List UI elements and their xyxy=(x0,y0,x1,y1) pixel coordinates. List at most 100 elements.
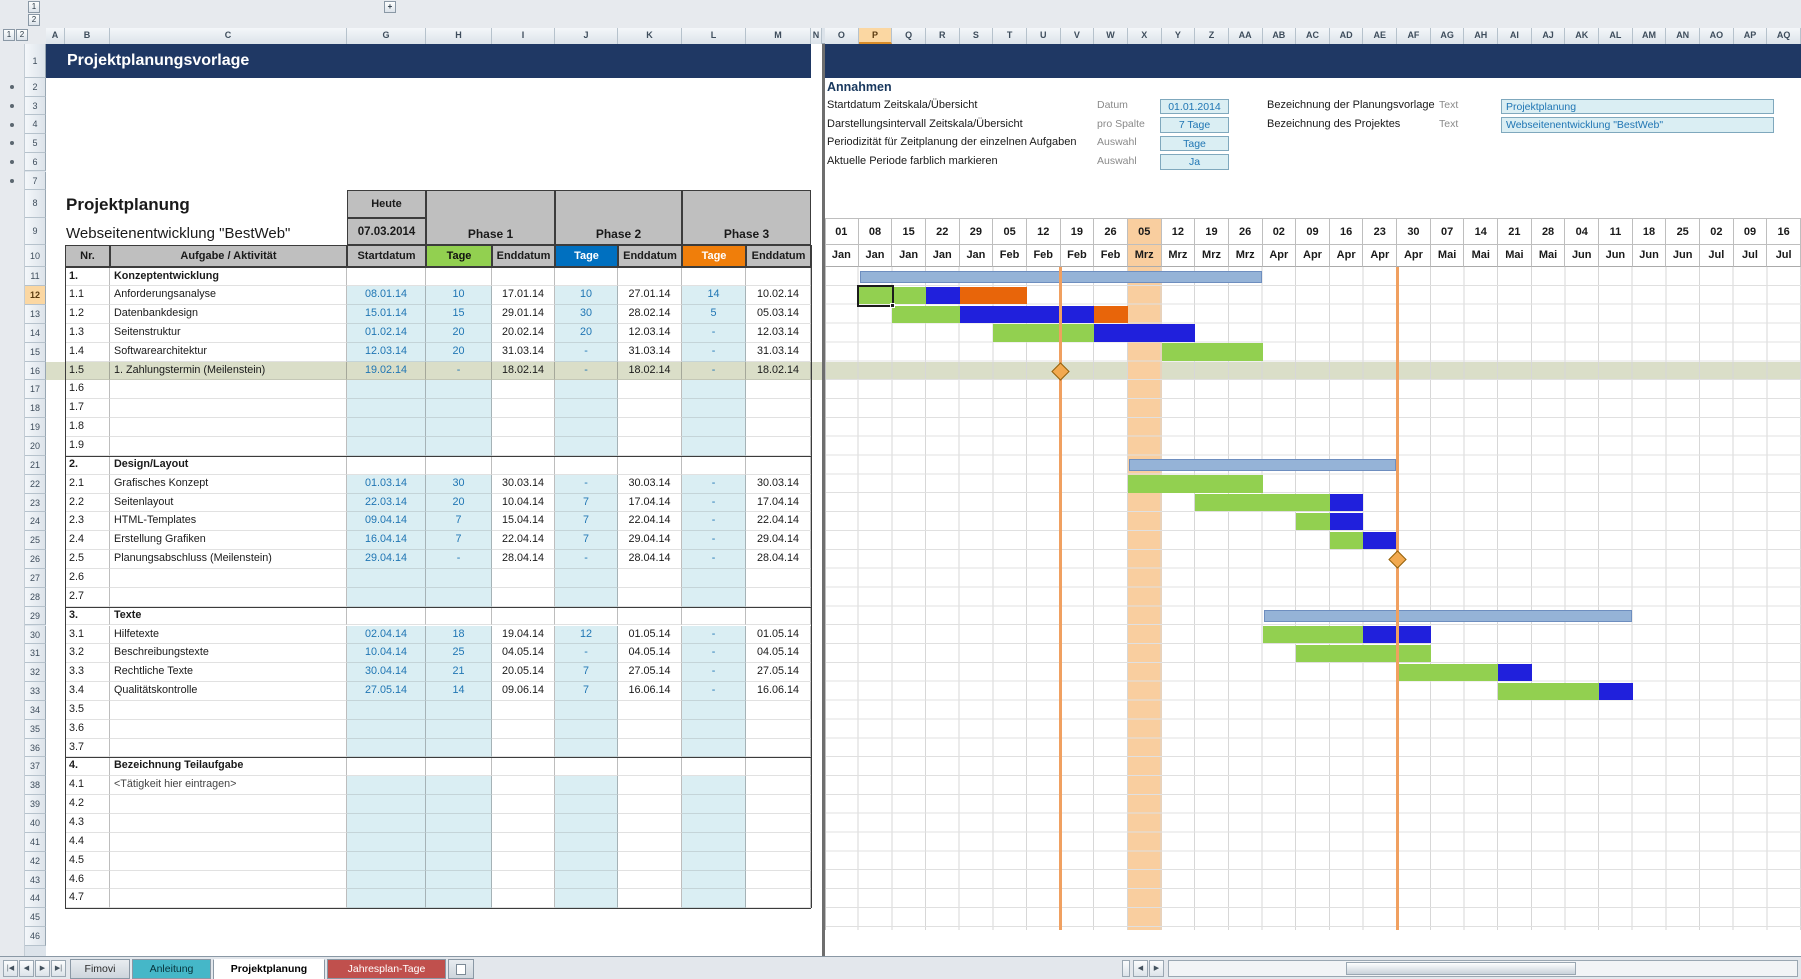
table-cell-M[interactable]: 22.04.14 xyxy=(746,512,811,532)
table-cell-H[interactable]: 7 xyxy=(426,512,492,532)
table-cell-B[interactable]: 1.3 xyxy=(65,323,110,343)
horizontal-scrollbar[interactable] xyxy=(1168,960,1798,977)
table-cell-C[interactable] xyxy=(110,719,347,739)
table-cell-H[interactable]: 10 xyxy=(426,286,492,306)
gantt-phase1-bar[interactable] xyxy=(993,324,1095,342)
column-header-N[interactable]: N xyxy=(811,28,822,44)
table-cell-C[interactable]: Seitenlayout xyxy=(110,493,347,513)
table-cell-K[interactable]: 27.05.14 xyxy=(618,663,682,683)
column-header-W[interactable]: W xyxy=(1094,28,1128,44)
column-header-B[interactable]: B xyxy=(65,28,110,44)
column-outline-level-2-button[interactable]: 2 xyxy=(28,14,40,26)
table-cell-B[interactable]: 1.9 xyxy=(65,437,110,456)
table-cell-K[interactable]: 30.03.14 xyxy=(618,474,682,494)
table-cell-M[interactable] xyxy=(746,399,811,419)
table-cell-I[interactable] xyxy=(492,700,555,720)
table-cell-L[interactable] xyxy=(682,851,746,871)
table-cell-C[interactable]: Hilfetexte xyxy=(110,625,347,645)
row-outline-level-2-button[interactable]: 2 xyxy=(16,29,28,41)
table-cell-C[interactable]: Qualitätskontrolle xyxy=(110,682,347,701)
table-cell-B[interactable]: 4. xyxy=(65,757,110,777)
row-header-20[interactable]: 20 xyxy=(25,437,46,456)
column-header-AL[interactable]: AL xyxy=(1599,28,1633,44)
table-cell-H[interactable] xyxy=(426,437,492,456)
table-cell-I[interactable] xyxy=(492,795,555,814)
table-cell-J[interactable]: 20 xyxy=(555,323,618,343)
table-cell-K[interactable] xyxy=(618,814,682,833)
table-cell-G[interactable] xyxy=(347,795,426,814)
table-cell-M[interactable] xyxy=(746,380,811,400)
table-cell-K[interactable] xyxy=(618,738,682,758)
table-cell-J[interactable] xyxy=(555,267,618,287)
row-header-36[interactable]: 36 xyxy=(25,738,46,758)
assumption-input-intervall[interactable]: 7 Tage xyxy=(1160,117,1229,133)
row-header-4[interactable]: 4 xyxy=(25,115,46,135)
table-cell-K[interactable] xyxy=(618,719,682,739)
row-header-7[interactable]: 7 xyxy=(25,171,46,191)
table-cell-I[interactable]: 20.05.14 xyxy=(492,663,555,683)
row-header-22[interactable]: 22 xyxy=(25,474,46,494)
tab-scroll-first-icon[interactable]: |◀ xyxy=(3,960,18,977)
table-cell-L[interactable]: - xyxy=(682,550,746,569)
row-header-43[interactable]: 43 xyxy=(25,870,46,890)
table-cell-J[interactable]: 7 xyxy=(555,682,618,701)
table-cell-J[interactable]: 10 xyxy=(555,286,618,306)
table-cell-C[interactable] xyxy=(110,814,347,833)
gantt-phase1-bar[interactable] xyxy=(1161,343,1263,361)
column-header-R[interactable]: R xyxy=(925,28,960,44)
table-cell-G[interactable] xyxy=(347,418,426,437)
column-header-AK[interactable]: AK xyxy=(1565,28,1600,44)
table-cell-L[interactable]: 14 xyxy=(682,286,746,306)
table-cell-B[interactable]: 4.3 xyxy=(65,814,110,833)
row-header-23[interactable]: 23 xyxy=(25,493,46,513)
table-cell-C[interactable] xyxy=(110,832,347,852)
table-cell-M[interactable] xyxy=(746,738,811,758)
table-cell-L[interactable]: - xyxy=(682,625,746,645)
table-cell-M[interactable] xyxy=(746,719,811,739)
table-cell-H[interactable]: 21 xyxy=(426,663,492,683)
table-cell-J[interactable] xyxy=(555,568,618,588)
table-cell-L[interactable] xyxy=(682,437,746,456)
table-cell-G[interactable] xyxy=(347,832,426,852)
row-header-19[interactable]: 19 xyxy=(25,418,46,437)
row-header-15[interactable]: 15 xyxy=(25,342,46,362)
gantt-phase2-bar[interactable] xyxy=(1094,324,1196,342)
tab-scroll-prev-icon[interactable]: ◀ xyxy=(19,960,34,977)
table-cell-K[interactable] xyxy=(618,700,682,720)
row-header-5[interactable]: 5 xyxy=(25,134,46,153)
table-cell-B[interactable]: 3.7 xyxy=(65,738,110,758)
row-header-32[interactable]: 32 xyxy=(25,663,46,683)
table-cell-B[interactable]: 4.2 xyxy=(65,795,110,814)
table-cell-C[interactable] xyxy=(110,437,347,456)
column-header-C[interactable]: C xyxy=(110,28,347,44)
table-cell-J[interactable] xyxy=(555,757,618,777)
table-cell-G[interactable] xyxy=(347,606,426,626)
table-cell-G[interactable]: 15.01.14 xyxy=(347,305,426,324)
table-cell-H[interactable]: 20 xyxy=(426,342,492,362)
table-cell-B[interactable]: 3.1 xyxy=(65,625,110,645)
sheet-tab-anleitung[interactable]: Anleitung xyxy=(132,959,211,979)
column-header-P[interactable]: P xyxy=(858,28,893,44)
table-cell-K[interactable]: 12.03.14 xyxy=(618,323,682,343)
table-cell-C[interactable]: Bezeichnung Teilaufgabe xyxy=(110,757,347,777)
table-cell-C[interactable] xyxy=(110,700,347,720)
table-cell-G[interactable]: 01.03.14 xyxy=(347,474,426,494)
table-cell-K[interactable] xyxy=(618,418,682,437)
table-cell-M[interactable] xyxy=(746,757,811,777)
gantt-phase1-bar[interactable] xyxy=(1127,475,1263,493)
table-cell-L[interactable] xyxy=(682,889,746,909)
table-cell-K[interactable] xyxy=(618,455,682,475)
table-cell-J[interactable]: 7 xyxy=(555,531,618,551)
column-header-K[interactable]: K xyxy=(618,28,682,44)
table-cell-J[interactable] xyxy=(555,814,618,833)
table-cell-K[interactable]: 16.06.14 xyxy=(618,682,682,701)
row-header-44[interactable]: 44 xyxy=(25,889,46,909)
table-cell-C[interactable]: <Tätigkeit hier eintragen> xyxy=(110,776,347,796)
table-cell-K[interactable] xyxy=(618,795,682,814)
table-cell-K[interactable] xyxy=(618,380,682,400)
row-header-9[interactable]: 9 xyxy=(25,217,46,246)
table-cell-J[interactable]: 7 xyxy=(555,663,618,683)
table-cell-I[interactable]: 19.04.14 xyxy=(492,625,555,645)
gantt-phase2-bar[interactable] xyxy=(959,305,1095,323)
table-cell-H[interactable]: 30 xyxy=(426,474,492,494)
